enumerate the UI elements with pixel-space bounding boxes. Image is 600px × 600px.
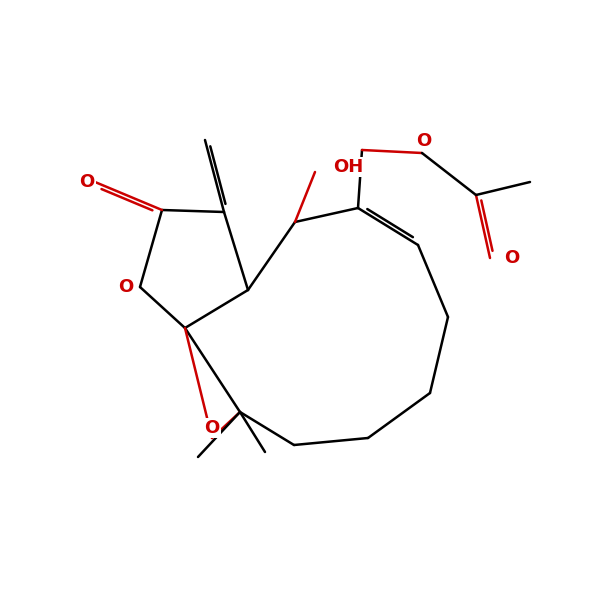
Text: O: O <box>205 419 220 437</box>
Text: O: O <box>118 278 134 296</box>
Text: OH: OH <box>333 158 363 176</box>
Text: O: O <box>416 132 431 150</box>
Text: O: O <box>79 173 95 191</box>
Text: O: O <box>504 249 519 267</box>
